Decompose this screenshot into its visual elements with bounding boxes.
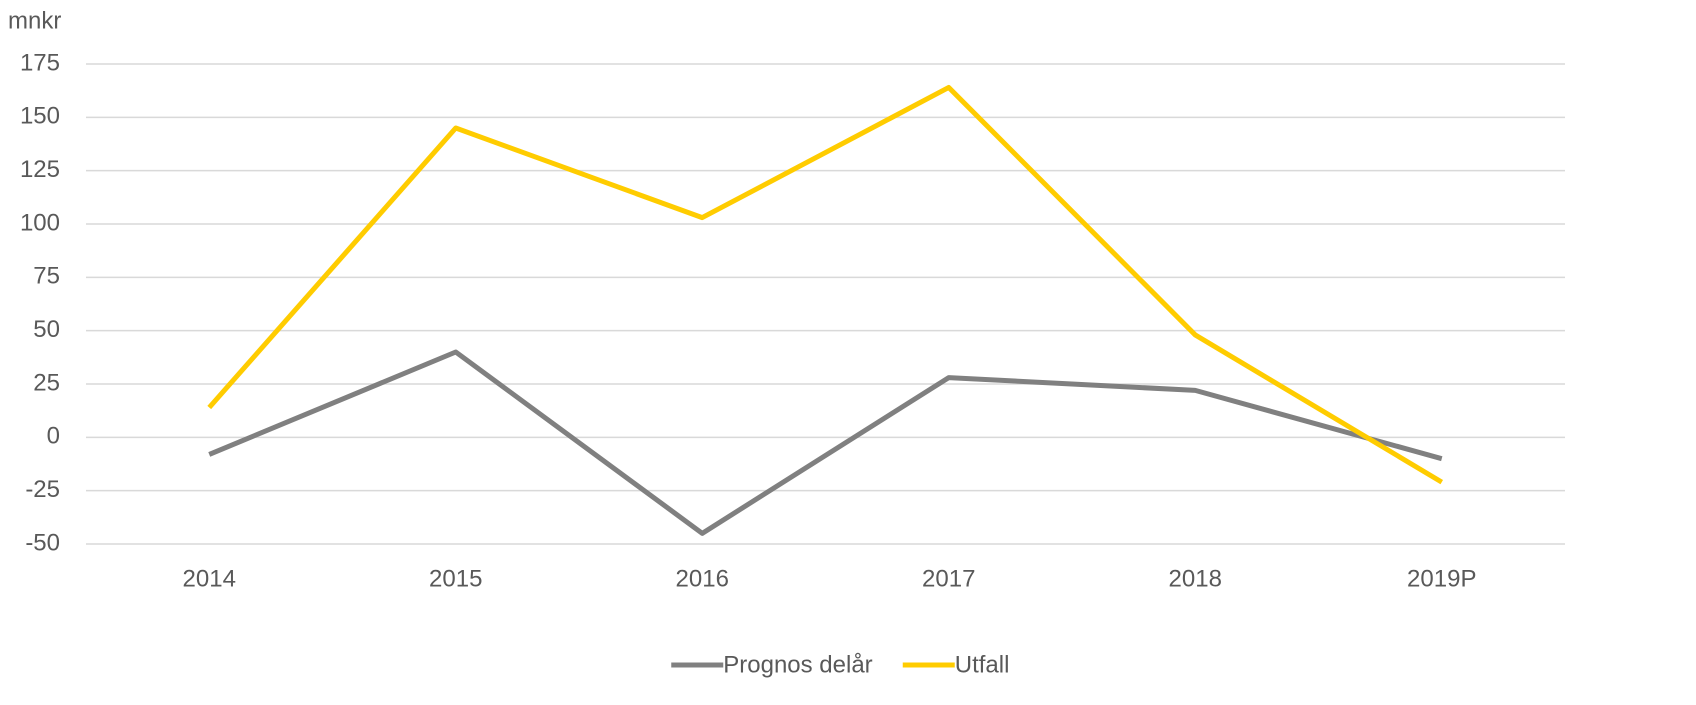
y-tick-label: 150 (20, 103, 60, 130)
y-tick-label: 75 (33, 263, 60, 290)
x-tick-label: 2017 (922, 565, 975, 592)
y-axis-label: mnkr (8, 7, 61, 34)
x-tick-label: 2015 (429, 565, 482, 592)
line-series (208, 349, 1443, 536)
y-tick-label: -25 (25, 476, 60, 503)
x-tick-label: 2014 (183, 565, 236, 592)
y-tick-label: 125 (20, 156, 60, 183)
x-tick-label: 2016 (676, 565, 729, 592)
y-tick-label: 0 (47, 423, 60, 450)
y-tick-label: 25 (33, 369, 60, 396)
y-tick-label: 50 (33, 316, 60, 343)
y-tick-label: 100 (20, 209, 60, 236)
legend-label: Prognos delår (723, 651, 872, 678)
x-tick-label: 2018 (1169, 565, 1222, 592)
line-series (207, 84, 1444, 485)
y-tick-label: -50 (25, 529, 60, 556)
x-tick-label: 2019P (1407, 565, 1476, 592)
y-tick-label: 175 (20, 49, 60, 76)
legend-label: Utfall (955, 651, 1010, 678)
